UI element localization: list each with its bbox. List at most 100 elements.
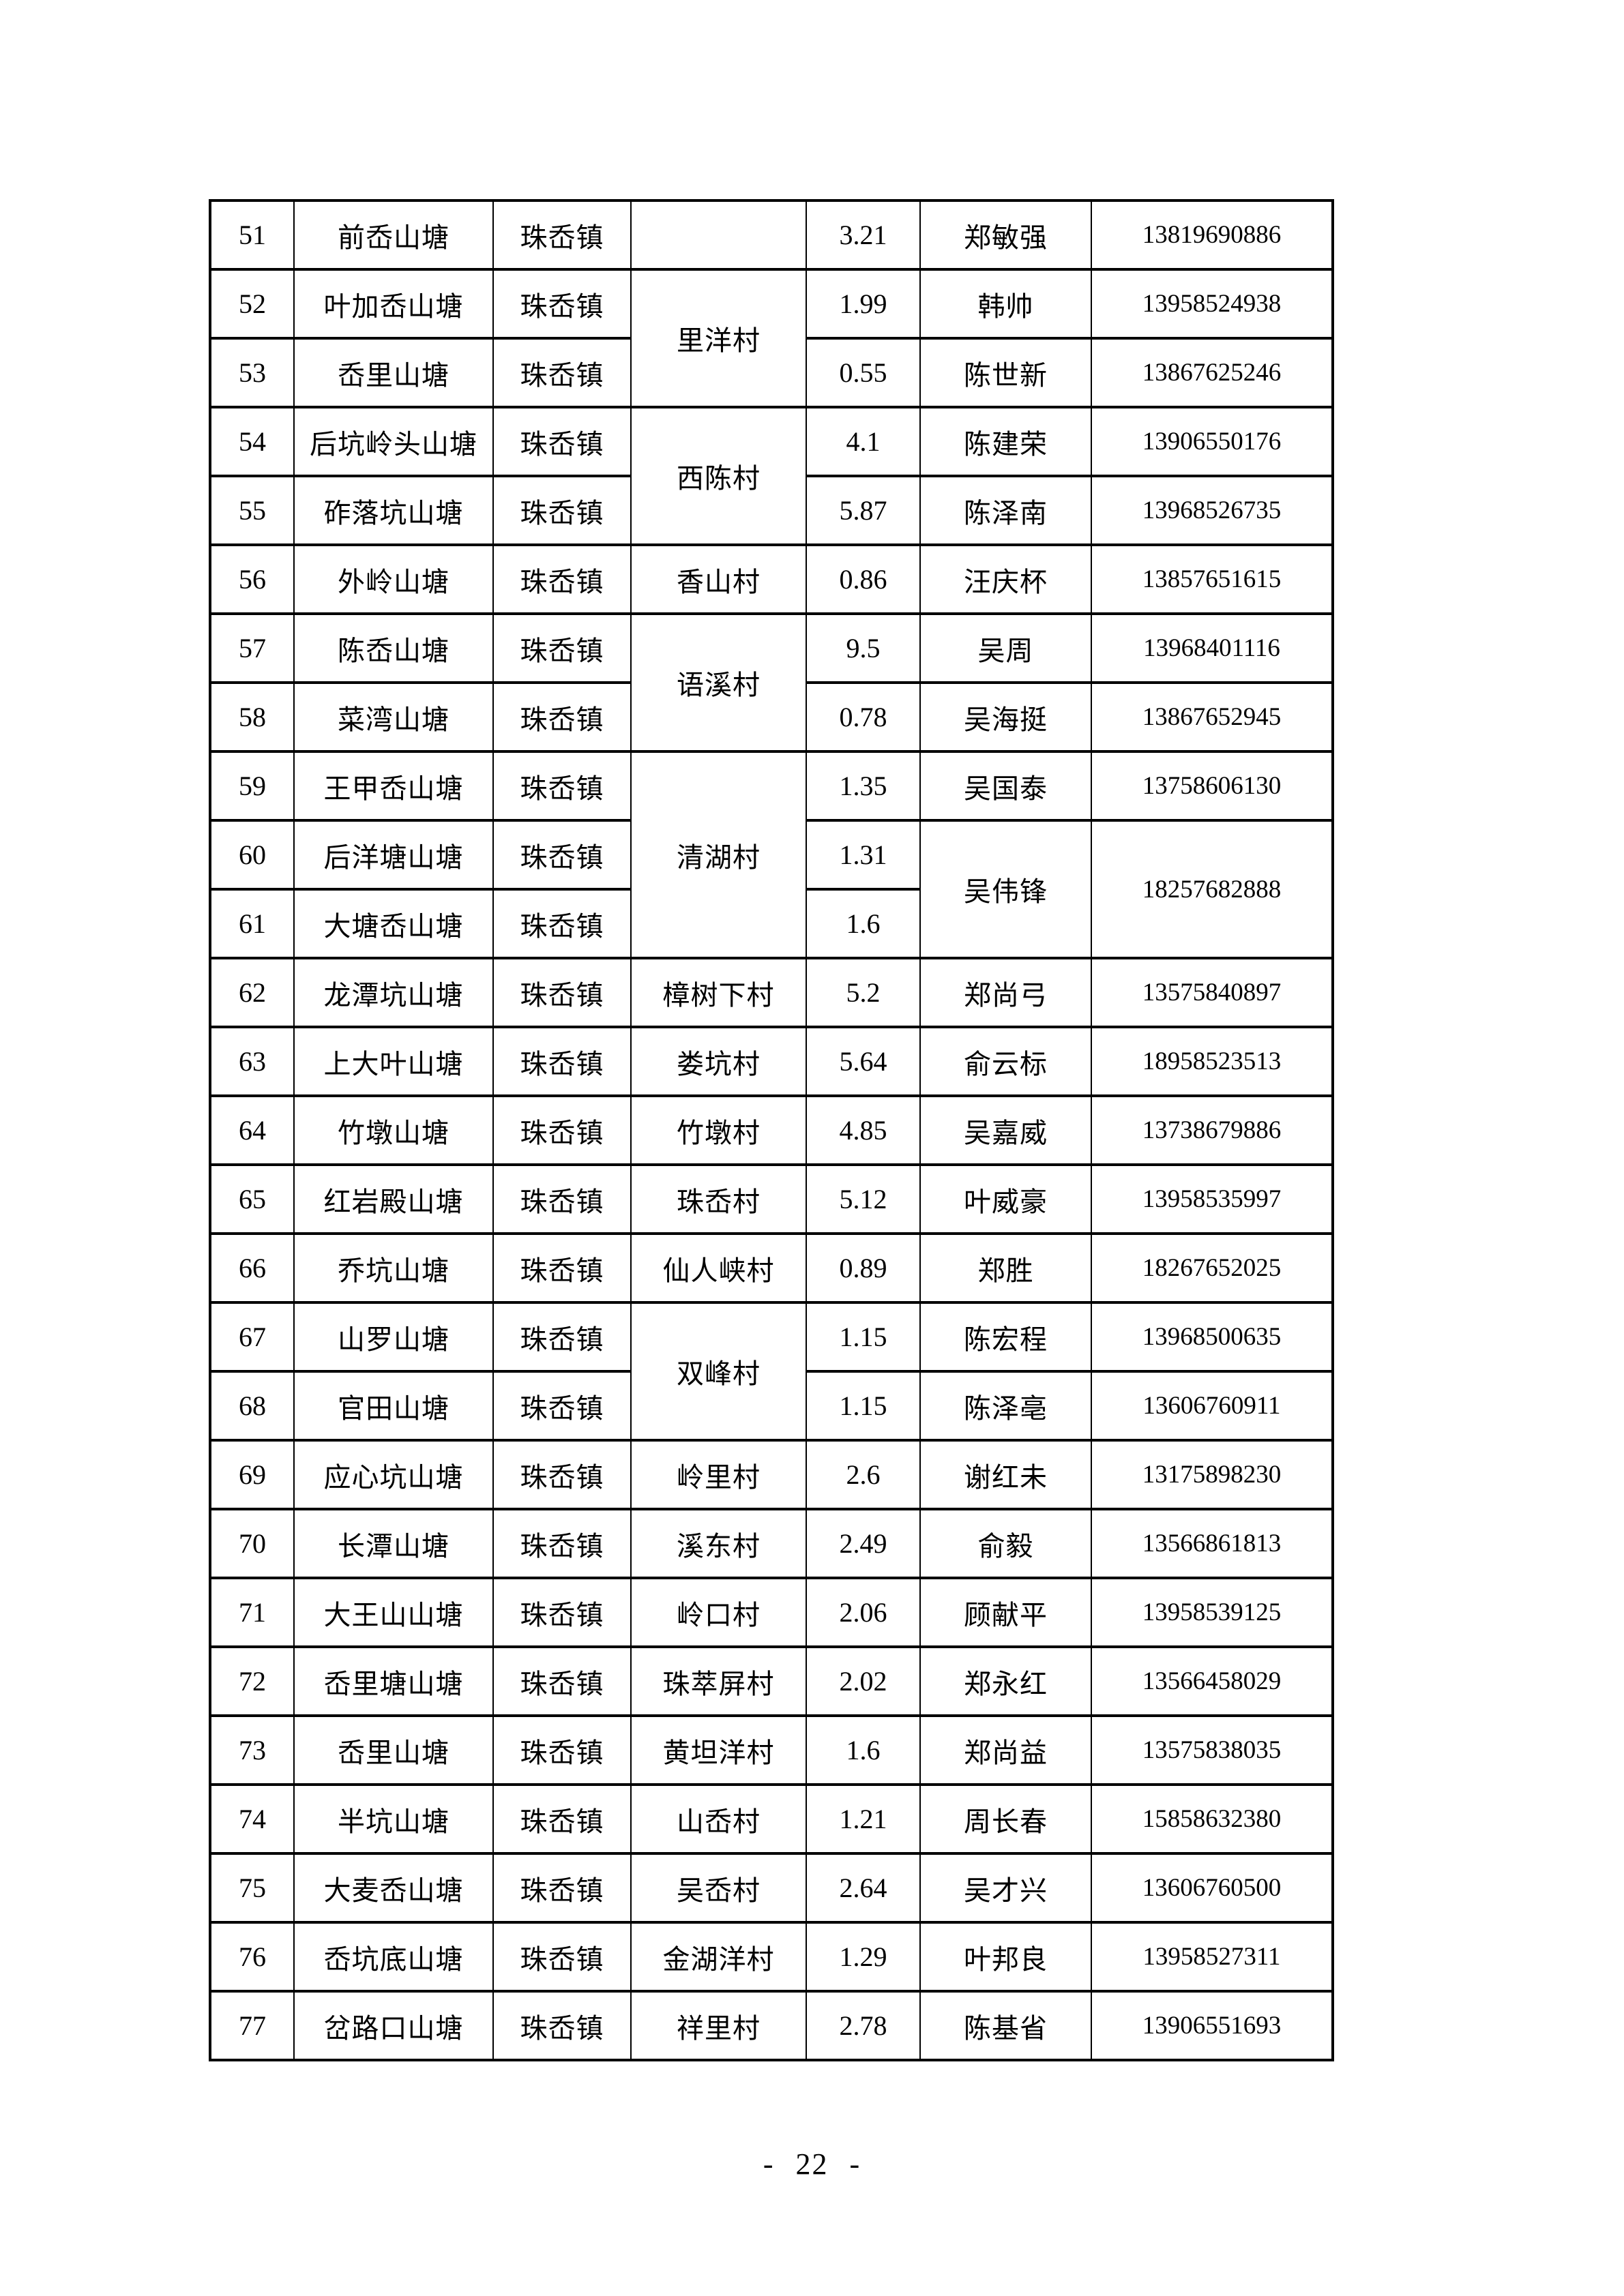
cell-town: 珠岙镇 <box>492 1714 632 1786</box>
cell-capacity: 4.85 <box>806 1094 921 1166</box>
cell-contact-name: 谢红未 <box>919 1439 1092 1510</box>
cell-town: 珠岙镇 <box>492 888 632 959</box>
table-row: 65 红岩殿山塘 珠岙镇 珠岙村 5.12 叶威豪 13958535997 <box>209 1163 1333 1235</box>
cell-index: 58 <box>209 681 295 753</box>
cell-index: 54 <box>209 406 295 477</box>
pond-responsibility-table: 51 前岙山塘 珠岙镇 3.21 郑敏强 13819690886 52 叶加岙山塘 珠岙镇 里洋村… <box>209 199 1334 2061</box>
cell-index: 67 <box>209 1301 295 1373</box>
cell-contact-name: 叶邦良 <box>919 1921 1092 1993</box>
cell-phone: 13857651615 <box>1091 543 1333 615</box>
cell-index: 69 <box>209 1439 295 1510</box>
cell-contact-name: 郑尚弓 <box>919 957 1092 1028</box>
table-row: 55 砟落坑山塘 珠岙镇 5.87 陈泽南 13968526735 <box>209 475 1333 546</box>
cell-contact-name: 俞云标 <box>919 1026 1092 1097</box>
cell-pond-name: 菜湾山塘 <box>293 681 494 753</box>
cell-pond-name: 岙里山塘 <box>293 337 494 408</box>
cell-capacity: 1.15 <box>806 1370 921 1442</box>
cell-town: 珠岙镇 <box>492 1990 632 2061</box>
cell-phone: 13867652945 <box>1091 681 1333 753</box>
cell-index: 57 <box>209 612 295 684</box>
cell-contact-name: 吴海挺 <box>919 681 1092 753</box>
cell-capacity: 2.02 <box>806 1645 921 1717</box>
table-row: 62 龙潭坑山塘 珠岙镇 樟树下村 5.2 郑尚弓 13575840897 <box>209 957 1333 1028</box>
cell-pond-name: 竹墩山塘 <box>293 1094 494 1166</box>
cell-town: 珠岙镇 <box>492 268 632 340</box>
cell-town: 珠岙镇 <box>492 1783 632 1855</box>
cell-phone: 13958527311 <box>1091 1921 1333 1993</box>
cell-index: 60 <box>209 819 295 891</box>
table-row: 71 大王山山塘 珠岙镇 岭口村 2.06 顾献平 13958539125 <box>209 1577 1333 1648</box>
cell-contact-name: 韩帅 <box>919 268 1092 340</box>
table-row: 75 大麦岙山塘 珠岙镇 吴岙村 2.64 吴才兴 13606760500 <box>209 1852 1333 1924</box>
cell-contact-name: 顾献平 <box>919 1577 1092 1648</box>
cell-contact-name: 陈世新 <box>919 337 1092 408</box>
cell-phone: 13906551693 <box>1091 1990 1333 2061</box>
cell-capacity: 0.55 <box>806 337 921 408</box>
table-row: 53 岙里山塘 珠岙镇 0.55 陈世新 13867625246 <box>209 337 1333 408</box>
cell-town: 珠岙镇 <box>492 1577 632 1648</box>
cell-phone: 13968500635 <box>1091 1301 1333 1373</box>
cell-village: 里洋村 <box>630 268 807 408</box>
cell-phone: 18958523513 <box>1091 1026 1333 1097</box>
cell-phone: 13738679886 <box>1091 1094 1333 1166</box>
cell-pond-name: 王甲岙山塘 <box>293 750 494 822</box>
cell-town: 珠岙镇 <box>492 543 632 615</box>
cell-town: 珠岙镇 <box>492 1026 632 1097</box>
cell-village: 珠岙村 <box>630 1163 807 1235</box>
cell-index: 75 <box>209 1852 295 1924</box>
cell-contact-name: 吴周 <box>919 612 1092 684</box>
table-row: 57 陈岙山塘 珠岙镇 语溪村 9.5 吴周 13968401116 <box>209 612 1333 753</box>
cell-capacity: 1.31 <box>806 819 921 891</box>
cell-pond-name: 应心坑山塘 <box>293 1439 494 1510</box>
cell-index: 64 <box>209 1094 295 1166</box>
cell-capacity: 1.15 <box>806 1301 921 1373</box>
cell-capacity: 0.86 <box>806 543 921 615</box>
cell-capacity: 2.78 <box>806 1990 921 2061</box>
cell-contact-name: 吴嘉威 <box>919 1094 1092 1166</box>
cell-town: 珠岙镇 <box>492 1094 632 1166</box>
cell-phone: 13566458029 <box>1091 1645 1333 1717</box>
cell-contact-name: 叶威豪 <box>919 1163 1092 1235</box>
cell-village: 黄坦洋村 <box>630 1714 807 1786</box>
cell-contact-name: 陈宏程 <box>919 1301 1092 1373</box>
cell-pond-name: 大麦岙山塘 <box>293 1852 494 1924</box>
cell-index: 61 <box>209 888 295 959</box>
cell-phone: 13867625246 <box>1091 337 1333 408</box>
table-row: 77 岔路口山塘 珠岙镇 祥里村 2.78 陈基省 13906551693 <box>209 1990 1333 2061</box>
cell-phone: 13566861813 <box>1091 1508 1333 1579</box>
cell-index: 51 <box>209 199 295 271</box>
cell-index: 52 <box>209 268 295 340</box>
cell-town: 珠岙镇 <box>492 475 632 546</box>
cell-phone: 13906550176 <box>1091 406 1333 477</box>
cell-capacity: 5.2 <box>806 957 921 1028</box>
cell-capacity: 5.87 <box>806 475 921 546</box>
table-row: 74 半坑山塘 珠岙镇 山岙村 1.21 周长春 15858632380 <box>209 1783 1333 1855</box>
cell-contact-name: 郑敏强 <box>919 199 1092 271</box>
cell-town: 珠岙镇 <box>492 406 632 477</box>
cell-capacity: 0.89 <box>806 1232 921 1304</box>
cell-contact-name: 郑胜 <box>919 1232 1092 1304</box>
cell-capacity: 1.21 <box>806 1783 921 1855</box>
cell-town: 珠岙镇 <box>492 612 632 684</box>
cell-town: 珠岙镇 <box>492 819 632 891</box>
cell-contact-name: 吴才兴 <box>919 1852 1092 1924</box>
table-row: 63 上大叶山塘 珠岙镇 娄坑村 5.64 俞云标 18958523513 <box>209 1026 1333 1097</box>
cell-capacity: 1.35 <box>806 750 921 822</box>
table-row: 51 前岙山塘 珠岙镇 3.21 郑敏强 13819690886 <box>209 199 1333 271</box>
cell-town: 珠岙镇 <box>492 1921 632 1993</box>
cell-index: 76 <box>209 1921 295 1993</box>
cell-phone: 18267652025 <box>1091 1232 1333 1304</box>
cell-village: 山岙村 <box>630 1783 807 1855</box>
cell-pond-name: 官田山塘 <box>293 1370 494 1442</box>
cell-contact-name: 郑尚益 <box>919 1714 1092 1786</box>
cell-town: 珠岙镇 <box>492 750 632 822</box>
table-row: 68 官田山塘 珠岙镇 1.15 陈泽亳 13606760911 <box>209 1370 1333 1442</box>
cell-contact-name: 吴伟锋 <box>919 819 1092 959</box>
cell-village: 珠萃屏村 <box>630 1645 807 1717</box>
cell-contact-name: 陈基省 <box>919 1990 1092 2061</box>
cell-town: 珠岙镇 <box>492 1370 632 1442</box>
cell-pond-name: 岙里山塘 <box>293 1714 494 1786</box>
cell-town: 珠岙镇 <box>492 1645 632 1717</box>
cell-capacity: 2.06 <box>806 1577 921 1648</box>
